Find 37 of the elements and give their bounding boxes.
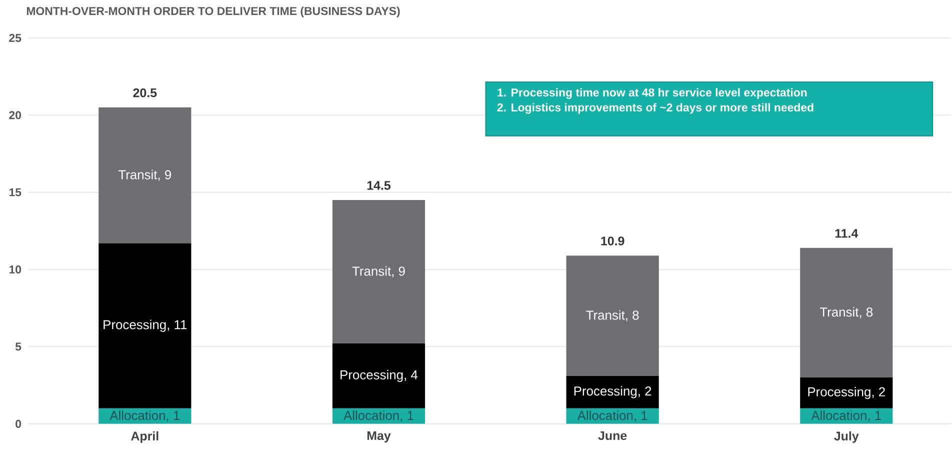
data-label: Transit, 8 — [586, 310, 639, 322]
total-label: 10.9 — [601, 236, 624, 246]
data-label: Processing, 2 — [808, 386, 885, 400]
bar — [800, 378, 893, 408]
data-label: Allocation, 1 — [344, 410, 414, 422]
bar — [98, 108, 192, 244]
bar — [332, 200, 426, 344]
data-label: Transit, 9 — [118, 170, 172, 181]
y-tick-label: 0 — [16, 420, 22, 428]
y-tick-label: 15 — [9, 188, 22, 196]
total-label: 14.5 — [367, 181, 390, 190]
bar — [332, 344, 426, 408]
data-label: Processing, 2 — [574, 386, 652, 398]
y-tick-label: 5 — [15, 342, 22, 351]
x-tick-label: April — [131, 431, 158, 444]
data-label: Allocation, 1 — [110, 410, 180, 422]
chart-title: MONTH-OVER-MONTH ORDER TO DELIVER TIME (BUSINESS DAYS) — [26, 6, 400, 18]
bar — [800, 248, 893, 378]
data-label: Allocation, 1 — [811, 410, 881, 422]
data-label: Allocation, 1 — [577, 410, 648, 422]
total-label: 20.5 — [133, 88, 157, 98]
total-label: 11.4 — [835, 229, 858, 238]
bar — [566, 256, 659, 376]
annotation: 1. Processing time now at 48 hr service level expectation — [498, 88, 807, 99]
x-tick-label: July — [834, 431, 859, 444]
x-tick-label: May — [367, 431, 391, 443]
bar — [566, 376, 659, 408]
data-label: Processing, 11 — [104, 320, 187, 332]
data-label: Transit, 8 — [820, 307, 873, 318]
x-tick-label: June — [598, 431, 627, 440]
data-label: Transit, 9 — [352, 266, 405, 278]
annotation: 2. Logistics improvements of ~2 days or more still needed — [497, 103, 814, 114]
y-tick-label: 25 — [9, 34, 22, 42]
y-tick-label: 10 — [9, 266, 22, 274]
y-tick-label: 20 — [9, 111, 22, 120]
data-label: Processing, 4 — [340, 370, 418, 382]
bar — [98, 243, 192, 408]
